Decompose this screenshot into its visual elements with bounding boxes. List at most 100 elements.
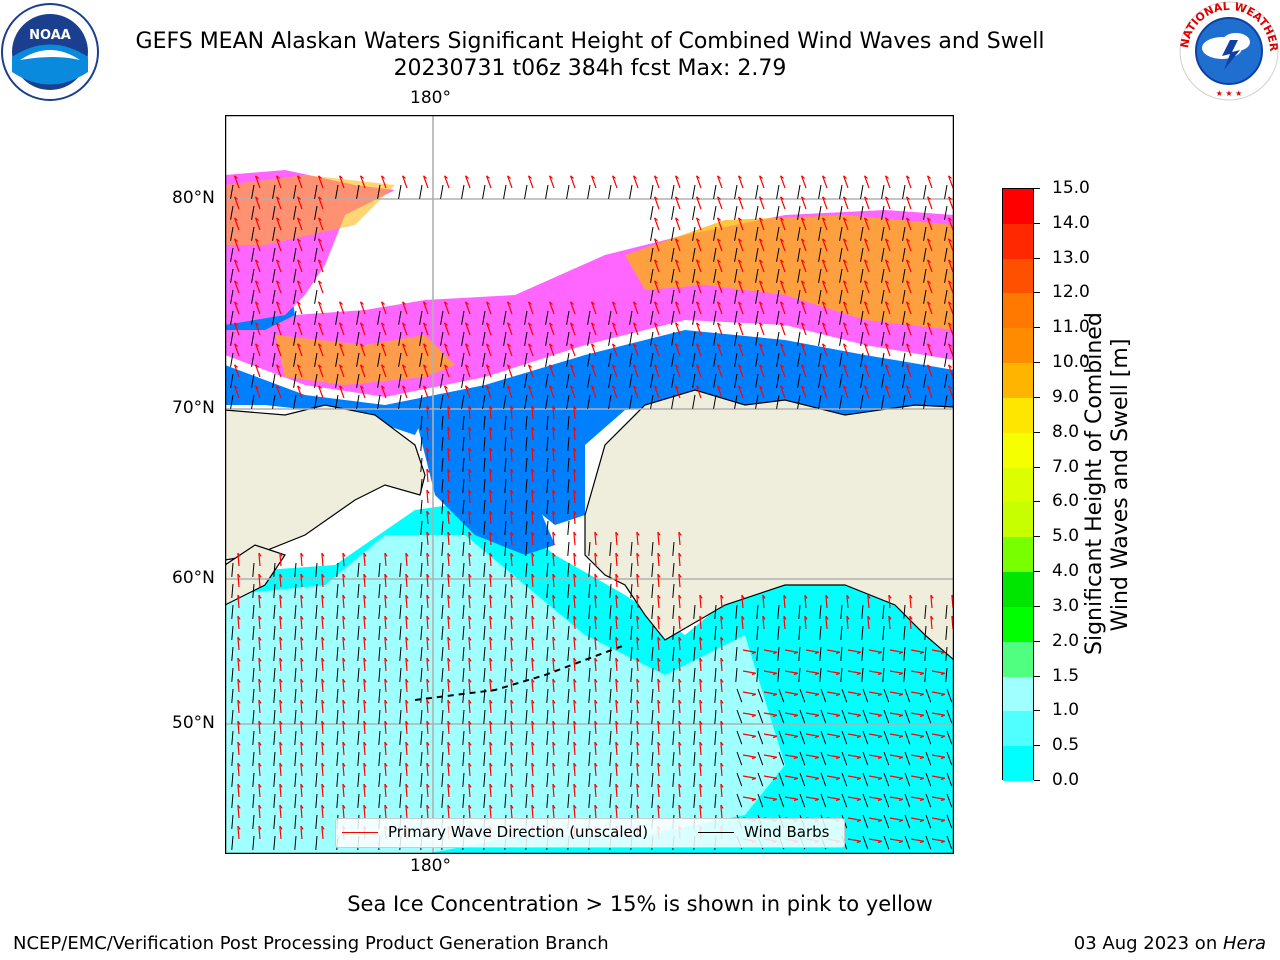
wave-direction-arrow [678, 531, 681, 546]
wind-barb [713, 247, 717, 262]
wave-arrow-head [738, 322, 742, 326]
wind-barb [608, 184, 612, 199]
colorbar-tick-label: 6.0 [1052, 491, 1080, 512]
wave-arrow-head [699, 699, 703, 704]
wave-direction-arrow [258, 804, 261, 819]
wave-direction-arrow [699, 678, 702, 693]
wave-direction-arrow [763, 775, 777, 779]
wind-barb [462, 625, 465, 640]
wind-barb [587, 331, 591, 346]
wave-direction-arrow [863, 238, 870, 252]
wave-arrow-head [510, 720, 514, 725]
wind-barb [483, 625, 486, 640]
wave-arrow-head [591, 343, 595, 347]
wave-arrow-head [699, 678, 703, 683]
wave-direction-arrow [531, 468, 534, 483]
wind-barb [483, 646, 486, 661]
wave-arrow-head [423, 343, 427, 347]
wind-barb [419, 394, 423, 409]
wave-arrow-head [468, 699, 472, 704]
wave-arrow-head [531, 615, 535, 620]
wind-barb [904, 751, 911, 766]
wave-direction-arrow [720, 699, 723, 714]
wave-arrow-head [486, 175, 490, 179]
wave-direction-arrow [405, 720, 408, 735]
wave-direction-arrow [531, 594, 534, 609]
wave-arrow-head [898, 735, 903, 739]
wave-direction-arrow [779, 259, 786, 273]
wave-direction-arrow [657, 552, 660, 567]
wave-direction-arrow [863, 364, 870, 378]
wave-direction-arrow [527, 364, 534, 378]
wave-arrow-head [258, 657, 262, 662]
wave-direction-arrow [573, 594, 576, 609]
wave-arrow-head [486, 322, 490, 326]
wave-arrow-head [528, 343, 532, 347]
wave-arrow-head [339, 385, 343, 389]
wave-arrow-head [843, 364, 847, 368]
wave-direction-arrow [615, 573, 618, 588]
wind-barb [650, 205, 654, 220]
wind-barb [651, 562, 654, 577]
wave-arrow-head [447, 531, 451, 536]
wind-barb [273, 835, 276, 850]
wave-arrow-head [570, 322, 574, 326]
wave-direction-arrow [804, 615, 807, 630]
wind-barb [883, 835, 890, 850]
wind-barb [736, 751, 743, 766]
wind-barb [925, 688, 932, 703]
wind-barb [714, 751, 717, 766]
wind-barb [482, 373, 486, 388]
wind-barb [357, 772, 360, 787]
wind-barb [713, 205, 717, 220]
wave-arrow-head [678, 657, 682, 662]
wave-direction-arrow [384, 699, 387, 714]
wave-direction-arrow [317, 364, 324, 378]
wind-barb [820, 751, 827, 766]
wave-direction-arrow [931, 670, 945, 674]
wind-barb [944, 226, 948, 241]
wave-direction-arrow [573, 783, 576, 798]
wind-barb [461, 310, 465, 325]
wind-barb [820, 688, 827, 703]
wave-arrow-head [510, 594, 514, 599]
wave-direction-arrow [699, 615, 702, 630]
wind-barb [944, 373, 948, 388]
land-kamchatka [225, 544, 286, 606]
wave-direction-arrow [531, 720, 534, 735]
wind-barb [546, 688, 549, 703]
wave-arrow-head [570, 364, 574, 368]
wave-arrow-head [447, 741, 451, 746]
wave-direction-arrow [401, 343, 408, 357]
wave-direction-arrow [615, 678, 618, 693]
wind-barb [609, 772, 612, 787]
wind-barb [944, 352, 948, 367]
wave-arrow-head [801, 175, 805, 179]
wave-arrow-head [255, 385, 259, 389]
wave-arrow-head [573, 594, 577, 599]
wind-barb [904, 772, 911, 787]
wave-direction-arrow [489, 741, 492, 756]
wind-barb [314, 289, 318, 304]
wind-barb [713, 331, 717, 346]
wave-direction-arrow [846, 594, 849, 609]
wave-direction-arrow [237, 783, 240, 798]
wave-direction-arrow [468, 720, 471, 735]
wave-direction-arrow [380, 322, 387, 336]
wave-arrow-head [906, 238, 910, 242]
wave-arrow-head [657, 552, 661, 557]
wave-arrow-head [573, 447, 577, 452]
wave-direction-arrow [531, 804, 534, 819]
wave-arrow-head [675, 385, 679, 389]
wave-direction-arrow [405, 657, 408, 672]
wind-barb [504, 604, 507, 619]
wave-arrow-head [342, 699, 346, 704]
wave-arrow-head [675, 217, 679, 221]
wind-barb [294, 604, 297, 619]
ocean-mid-region-strait [415, 415, 555, 555]
wave-direction-arrow [527, 175, 534, 189]
wind-barb [714, 709, 717, 724]
wind-barb [714, 646, 717, 661]
wave-direction-arrow [300, 720, 303, 735]
wave-arrow-head [447, 426, 451, 431]
